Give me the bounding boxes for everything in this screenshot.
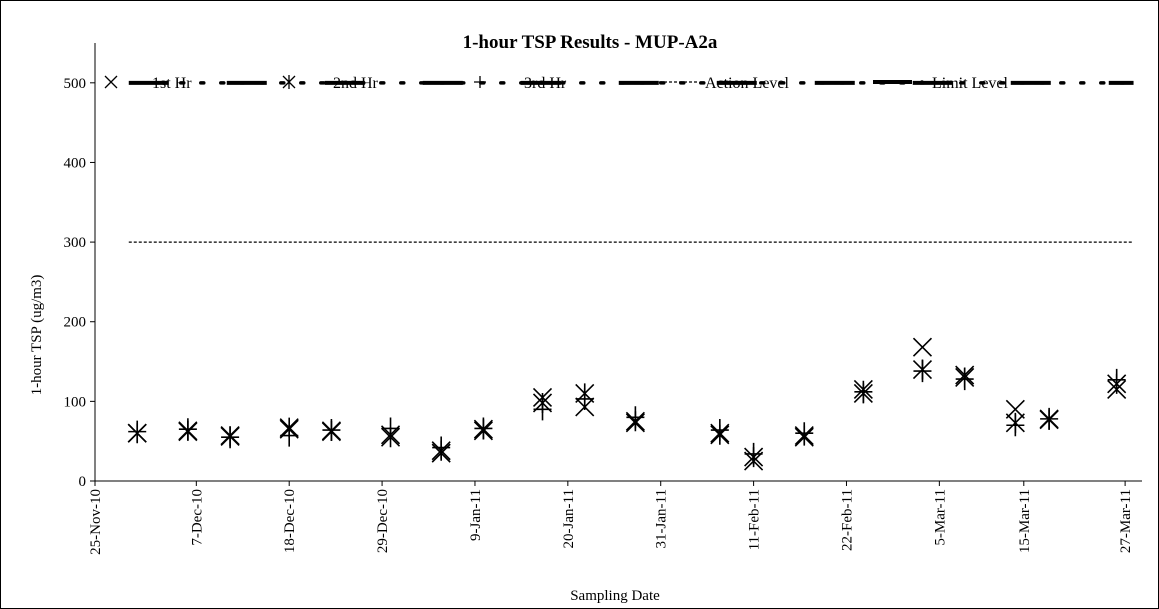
y-tick-label: 400 — [64, 155, 87, 171]
point-3rd-hr — [1040, 407, 1059, 430]
x-tick-label: 22-Feb-11 — [839, 489, 855, 551]
x-tick-label: 25-Nov-10 — [88, 489, 104, 555]
point-1st-hr — [912, 337, 933, 357]
reference-lines — [128, 80, 1136, 243]
y-tick-label: 200 — [64, 315, 87, 331]
point-1st-hr — [1005, 399, 1025, 419]
point-3rd-hr — [854, 380, 873, 403]
point-3rd-hr — [128, 420, 147, 443]
y-tick-label: 500 — [64, 76, 87, 92]
point-3rd-hr — [474, 417, 493, 440]
point-3rd-hr — [322, 419, 341, 442]
point-3rd-hr — [221, 426, 240, 449]
point-3rd-hr — [432, 436, 451, 459]
x-tick-label: 29-Dec-10 — [375, 489, 391, 553]
legend-label-1st-hr: 1st Hr — [152, 75, 192, 92]
x-tick-label: 9-Jan-11 — [468, 489, 484, 541]
point-3rd-hr — [280, 424, 299, 447]
y-tick-label: 0 — [79, 474, 87, 490]
x-tick-label: 31-Jan-11 — [654, 489, 670, 548]
point-3rd-hr — [533, 398, 552, 421]
point-3rd-hr — [178, 418, 197, 441]
data-points — [127, 337, 1127, 471]
point-3rd-hr — [913, 360, 932, 383]
point-3rd-hr — [710, 419, 729, 442]
x-tick-label: 18-Dec-10 — [282, 489, 298, 553]
point-3rd-hr — [626, 406, 645, 429]
point-3rd-hr — [744, 442, 763, 465]
x-tick-label: 20-Jan-11 — [561, 489, 577, 548]
x-axis: 25-Nov-10 7-Dec-10 18-Dec-10 29-Dec-10 9-Jan… — [88, 480, 1142, 555]
y-axis: 0 100 200 300 400 500 — [64, 43, 96, 490]
y-axis-title: 1-hour TSP (ug/m3) — [29, 275, 45, 396]
point-3rd-hr — [1006, 414, 1025, 437]
x-tick-label: 5-Mar-11 — [932, 489, 948, 546]
legend-label-limit-level: Limit Level — [932, 75, 1009, 92]
legend-item-1st-hr: 1st Hr — [104, 75, 192, 92]
x-tick-label: 7-Dec-10 — [189, 489, 205, 546]
point-3rd-hr — [955, 368, 974, 391]
x-axis-title: Sampling Date — [570, 588, 660, 604]
point-3rd-hr — [795, 422, 814, 445]
y-tick-label: 100 — [64, 394, 87, 410]
x-tick-label: 11-Feb-11 — [747, 489, 763, 550]
x-tick-label: 15-Mar-11 — [1017, 489, 1033, 553]
point-3rd-hr — [381, 417, 400, 440]
legend-marker-1st-hr — [104, 75, 118, 89]
point-3rd-hr — [575, 387, 594, 410]
legend-marker-2nd-hr — [282, 75, 296, 89]
y-tick-label: 300 — [64, 235, 87, 251]
x-tick-label: 27-Mar-11 — [1118, 489, 1134, 553]
point-3rd-hr — [1107, 368, 1126, 391]
chart-title: 1-hour TSP Results - MUP-A2a — [463, 32, 718, 53]
